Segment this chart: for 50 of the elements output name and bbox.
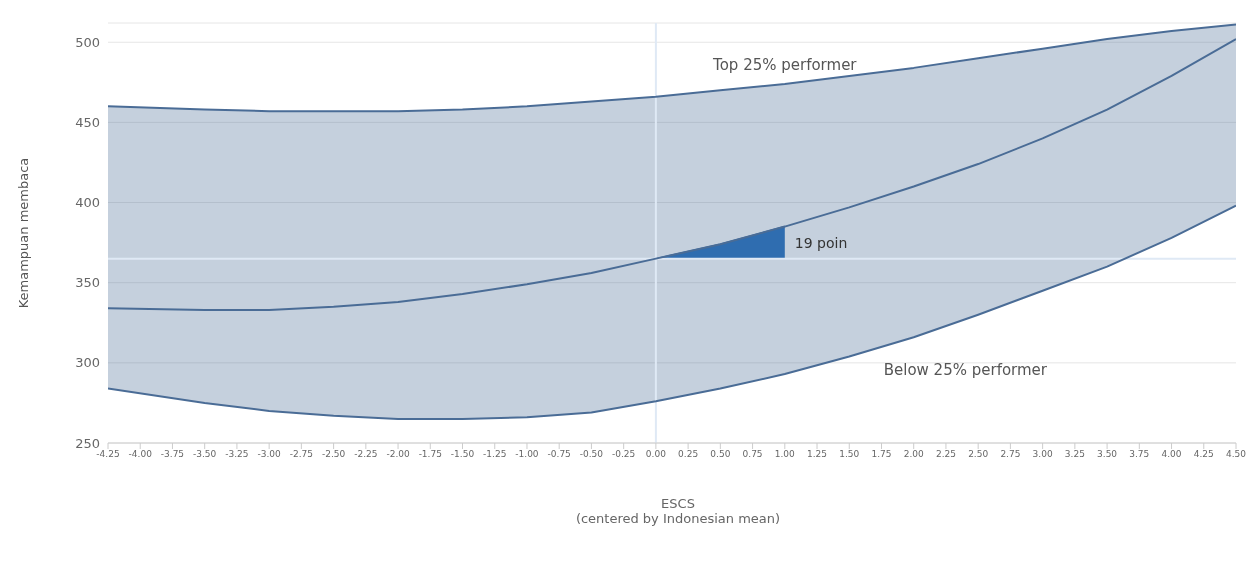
x-tick-label: 0.25: [678, 449, 699, 460]
x-tick-label: -3.25: [225, 449, 249, 460]
x-axis-title: ESCS (centered by Indonesian mean): [574, 496, 782, 526]
x-tick-label: 4.00: [1161, 449, 1182, 460]
x-tick-label: -3.75: [160, 449, 185, 460]
series-label: Top 25% performer: [712, 55, 858, 74]
x-tick-label: 0.75: [742, 449, 763, 460]
x-tick-label: 2.50: [968, 449, 989, 460]
x-tick-label: -4.00: [128, 449, 153, 460]
x-tick-label: -2.25: [354, 449, 378, 460]
series-label: Below 25% performer: [883, 361, 1048, 380]
x-tick-label: -1.75: [418, 449, 442, 460]
line-series: [108, 204, 1236, 420]
line-series: [108, 23, 1236, 113]
y-tick-label: 350: [75, 275, 100, 291]
x-tick-label: 3.00: [1032, 449, 1053, 460]
x-tick-label: -0.50: [579, 449, 604, 460]
x-tick-label: -4.25: [96, 449, 120, 460]
y-tick-label: 500: [75, 34, 100, 50]
y-tick-label: 450: [75, 115, 100, 130]
x-tick-label: 2.75: [1000, 449, 1021, 460]
x-tick-label: 2.00: [903, 449, 924, 460]
x-tick-label: -3.50: [193, 449, 217, 460]
y-tick-label: 300: [75, 355, 100, 371]
x-tick-label: 1.75: [871, 449, 892, 460]
x-tick-label: -2.75: [289, 449, 314, 460]
x-tick-label: -1.00: [515, 449, 539, 460]
y-tick-label: 400: [75, 195, 100, 211]
x-tick-label: 1.25: [807, 449, 828, 460]
x-tick-label: 2.25: [935, 449, 956, 460]
annotation: 19 poin: [794, 234, 848, 251]
x-tick-label: -0.75: [547, 449, 571, 460]
y-tick-label: 250: [75, 435, 100, 451]
x-tick-label: 4.50: [1225, 449, 1247, 460]
x-tick-label: 1.00: [774, 449, 796, 460]
x-tick-label: 1.50: [839, 449, 860, 460]
x-tick-label: -2.50: [321, 449, 346, 460]
x-tick-label: 0.50: [710, 449, 731, 460]
y-axis-title: Kemampuan membaca: [15, 157, 31, 309]
x-tick-label: -1.50: [450, 449, 475, 460]
x-tick-label: 3.25: [1064, 449, 1085, 460]
x-tick-label: -3.00: [257, 449, 282, 460]
x-tick-label: -2.00: [386, 449, 410, 460]
x-tick-label: -0.25: [612, 449, 636, 460]
x-tick-label: 3.50: [1097, 449, 1118, 460]
x-tick-label: 4.25: [1193, 449, 1214, 460]
x-tick-label: -1.25: [483, 449, 507, 460]
line-series: [108, 38, 1236, 311]
x-tick-label: 0.00: [645, 449, 667, 460]
x-tick-label: 3.75: [1129, 449, 1150, 460]
